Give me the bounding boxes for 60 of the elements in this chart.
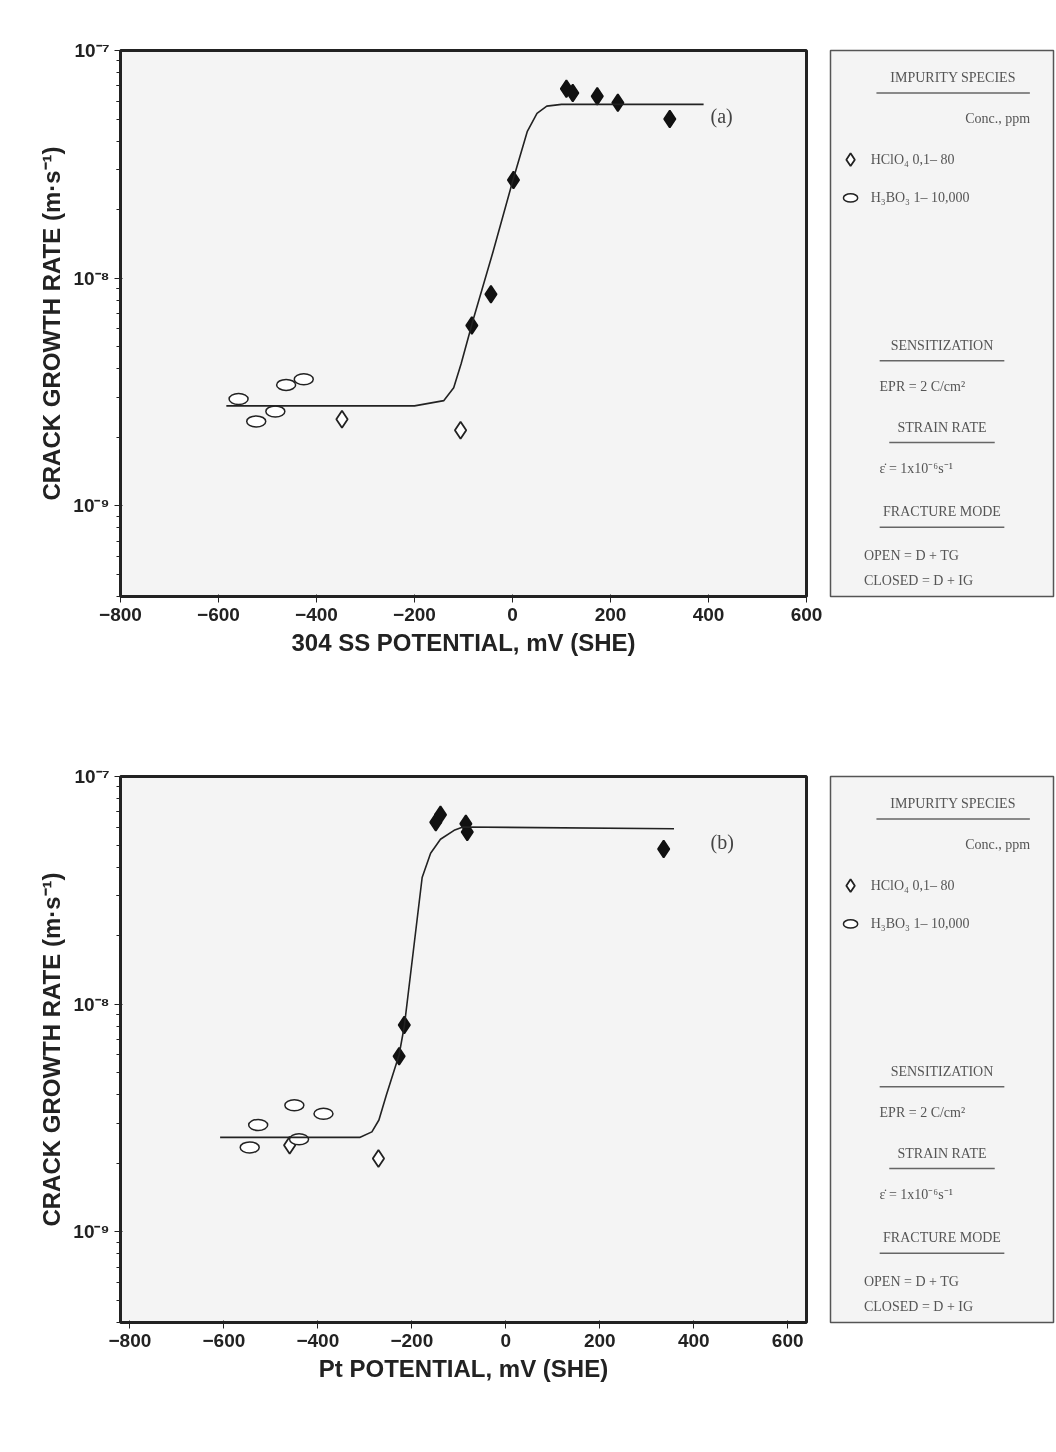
text: Conc., ppm: [965, 837, 1031, 853]
text: SENSITIZATION: [890, 337, 994, 353]
text: ε̇ = 1x10⁻⁶s⁻¹: [879, 1186, 953, 1202]
x-tick-label: 0: [507, 603, 518, 625]
x-axis-title: Pt POTENTIAL, mV (SHE): [318, 1354, 609, 1382]
point: [657, 839, 671, 859]
y-axis-title: CRACK GROWTH RATE (m·s⁻¹): [38, 872, 66, 1227]
point: [566, 83, 580, 103]
text: CLOSED = D + IG: [863, 1298, 974, 1314]
text: SENSITIZATION: [890, 1063, 994, 1079]
annotation: (b): [710, 830, 734, 854]
x-tick-label: −600: [202, 1329, 246, 1351]
y-axis-title: CRACK GROWTH RATE (m·s⁻¹): [38, 146, 66, 501]
annotation: (a): [710, 104, 733, 128]
x-tick-label: −800: [99, 603, 142, 625]
x-tick-label: −200: [393, 603, 436, 625]
x-tick-label: −400: [296, 1329, 340, 1351]
point: [611, 93, 625, 113]
text: FRACTURE MODE: [883, 504, 1001, 520]
point: [429, 812, 443, 832]
text: CLOSED = D + IG: [863, 572, 974, 588]
text: FRACTURE MODE: [883, 1230, 1001, 1246]
text: OPEN = D + TG: [863, 1274, 959, 1290]
legend-label: H₃BO₃ 1– 10,000: [870, 916, 970, 932]
text: Conc., ppm: [965, 111, 1031, 127]
point: [590, 86, 604, 106]
y-tick-label: 10⁻⁸: [73, 267, 110, 289]
x-tick-label: 200: [594, 603, 627, 625]
legend-label: H₃BO₃ 1– 10,000: [870, 190, 970, 206]
y-tick-label: 10⁻⁹: [73, 1221, 110, 1243]
y-tick-label: 10⁻⁷: [74, 766, 110, 787]
y-tick-label: 10⁻⁸: [73, 993, 110, 1015]
legend-label: HClO₄ 0,1– 80: [870, 878, 955, 894]
y-tick-label: 10⁻⁷: [74, 40, 110, 61]
legend-label: HClO₄ 0,1– 80: [870, 152, 955, 168]
text: EPR = 2 C/cm²: [879, 378, 966, 394]
x-tick-label: −600: [197, 603, 240, 625]
text: STRAIN RATE: [897, 419, 987, 435]
x-tick-label: 400: [692, 603, 725, 625]
x-tick-label: 400: [677, 1329, 710, 1351]
y-tick-label: 10⁻⁹: [73, 495, 110, 517]
x-tick-label: −200: [390, 1329, 434, 1351]
x-tick-label: 600: [790, 603, 823, 625]
point: [453, 420, 468, 440]
text: ε̇ = 1x10⁻⁶s⁻¹: [879, 460, 953, 476]
x-tick-label: 0: [500, 1329, 512, 1351]
text: STRAIN RATE: [897, 1145, 987, 1161]
x-tick-label: 600: [771, 1329, 804, 1351]
x-tick-label: −800: [108, 1329, 152, 1351]
legend-title: IMPURITY SPECIES: [890, 796, 1016, 812]
x-tick-label: 200: [583, 1329, 616, 1351]
x-tick-label: −400: [295, 603, 338, 625]
point: [663, 109, 677, 129]
point: [371, 1149, 386, 1168]
legend-title: IMPURITY SPECIES: [890, 70, 1016, 86]
point: [484, 284, 498, 304]
text: EPR = 2 C/cm²: [879, 1104, 966, 1120]
x-axis-title: 304 SS POTENTIAL, mV (SHE): [291, 628, 636, 656]
point: [335, 409, 349, 429]
text: OPEN = D + TG: [863, 548, 959, 564]
